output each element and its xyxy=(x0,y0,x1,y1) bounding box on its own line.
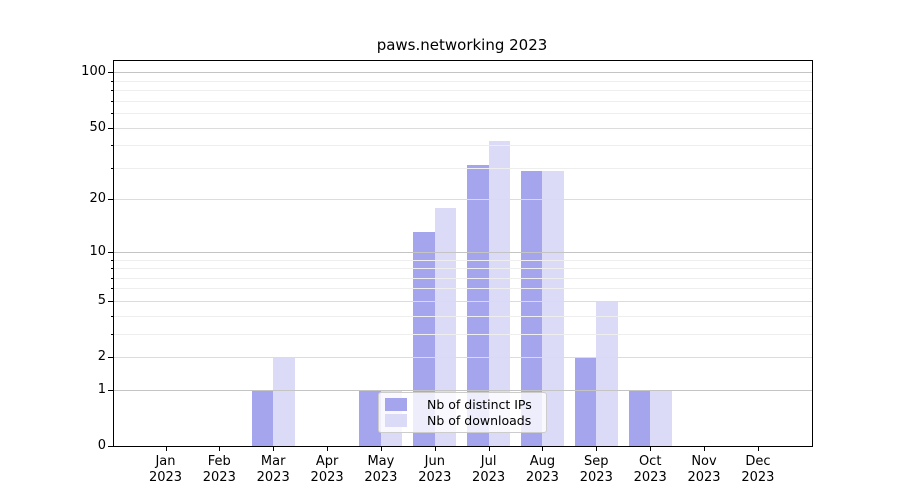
x-tick-mark xyxy=(273,446,275,451)
minor-gridline xyxy=(114,277,812,279)
legend-row-distinct-ips: Nb of distinct IPs xyxy=(385,397,538,413)
x-tick-mark xyxy=(757,446,759,451)
bar-distinct-ips-may xyxy=(359,389,381,446)
y-minor-tick-mark xyxy=(111,90,114,92)
bar-distinct-ips-jul xyxy=(467,165,489,446)
y-minor-tick-mark xyxy=(111,333,114,335)
minor-gridline xyxy=(114,90,812,92)
y-tick-label: 100 xyxy=(81,64,106,80)
x-tick-label: Sep 2023 xyxy=(579,454,613,485)
minor-gridline xyxy=(114,259,812,261)
y-tick-label: 50 xyxy=(89,119,106,135)
labeled-gridline xyxy=(114,127,812,129)
legend-swatch-distinct-ips xyxy=(385,398,407,412)
legend-swatch-downloads xyxy=(385,413,407,427)
x-tick-label: Oct 2023 xyxy=(633,454,667,485)
bar-distinct-ips-sep xyxy=(574,357,597,446)
bar-distinct-ips-aug xyxy=(520,170,543,446)
y-minor-tick-mark xyxy=(111,288,114,290)
x-tick-label: Apr 2023 xyxy=(310,454,344,485)
x-tick-label: May 2023 xyxy=(364,454,398,485)
minor-gridline xyxy=(114,268,812,269)
y-tick-mark xyxy=(108,300,114,302)
y-tick-mark xyxy=(108,251,114,253)
minor-gridline xyxy=(114,80,812,82)
y-tick-label: 5 xyxy=(97,292,106,308)
major-gridline xyxy=(114,389,812,391)
x-tick-mark xyxy=(650,446,652,451)
x-tick-mark xyxy=(219,446,221,451)
y-tick-label: 0 xyxy=(97,438,106,453)
major-gridline xyxy=(114,251,812,253)
y-minor-tick-mark xyxy=(111,100,114,102)
labeled-gridline xyxy=(114,300,812,302)
y-tick-mark xyxy=(108,446,114,447)
bar-downloads-jun xyxy=(434,207,457,446)
major-gridline xyxy=(114,72,812,74)
x-tick-mark xyxy=(327,446,329,451)
y-tick-label: 1 xyxy=(97,381,106,397)
y-minor-tick-mark xyxy=(111,167,114,169)
x-tick-label: Aug 2023 xyxy=(525,454,559,485)
legend-row-downloads: Nb of downloads xyxy=(385,413,538,429)
x-tick-label: Nov 2023 xyxy=(687,454,721,485)
minor-gridline xyxy=(114,113,812,115)
labeled-gridline xyxy=(114,357,812,358)
plot-area: Nb of distinct IPs Nb of downloads 0 1 2 5 1… xyxy=(81,60,813,485)
bar-distinct-ips-mar xyxy=(251,389,274,446)
y-minor-tick-mark xyxy=(111,145,114,147)
y-tick-mark xyxy=(108,199,114,201)
y-tick-mark xyxy=(108,357,114,358)
x-tick-label: Feb 2023 xyxy=(202,454,236,485)
minor-gridline xyxy=(114,167,812,169)
x-tick-mark xyxy=(704,446,705,451)
legend-label-downloads: Nb of downloads xyxy=(427,412,532,428)
legend: Nb of distinct IPs Nb of downloads xyxy=(378,392,547,433)
minor-gridline xyxy=(114,145,812,147)
y-tick-label: 20 xyxy=(89,191,106,207)
y-tick-mark xyxy=(108,72,114,74)
chart-title: paws.networking 2023 xyxy=(376,36,548,54)
minor-gridline xyxy=(114,100,812,102)
y-minor-tick-mark xyxy=(111,113,114,115)
labeled-gridline xyxy=(114,199,812,201)
bar-downloads-mar xyxy=(273,357,295,446)
x-tick-label: Jul 2023 xyxy=(472,454,506,485)
y-tick-label: 10 xyxy=(89,243,106,259)
x-tick-mark xyxy=(165,446,167,451)
x-tick-mark xyxy=(488,446,490,451)
y-minor-tick-mark xyxy=(111,277,114,279)
minor-gridline xyxy=(114,333,812,335)
legend-label-distinct-ips: Nb of distinct IPs xyxy=(427,397,532,413)
y-minor-tick-mark xyxy=(111,315,114,317)
x-tick-mark xyxy=(380,446,382,451)
x-tick-label: Mar 2023 xyxy=(256,454,290,485)
minor-gridline xyxy=(114,315,812,317)
bar-downloads-oct xyxy=(650,389,672,446)
y-minor-tick-mark xyxy=(111,80,114,82)
bar-downloads-jul xyxy=(488,141,511,446)
x-tick-label: Dec 2023 xyxy=(741,454,775,485)
y-minor-tick-mark xyxy=(111,268,114,269)
y-tick-label: 2 xyxy=(97,349,106,364)
minor-gridline xyxy=(114,288,812,290)
x-tick-mark xyxy=(434,446,436,451)
bar-downloads-aug xyxy=(542,170,564,446)
x-tick-label: Jan 2023 xyxy=(148,454,183,485)
x-tick-label: Jun 2023 xyxy=(418,454,452,485)
x-tick-mark xyxy=(596,446,598,451)
y-minor-tick-mark xyxy=(111,259,114,261)
y-tick-mark xyxy=(108,389,114,391)
x-tick-mark xyxy=(542,446,544,451)
y-tick-mark xyxy=(108,127,114,129)
bar-downloads-sep xyxy=(596,300,618,446)
bar-distinct-ips-oct xyxy=(628,389,651,446)
